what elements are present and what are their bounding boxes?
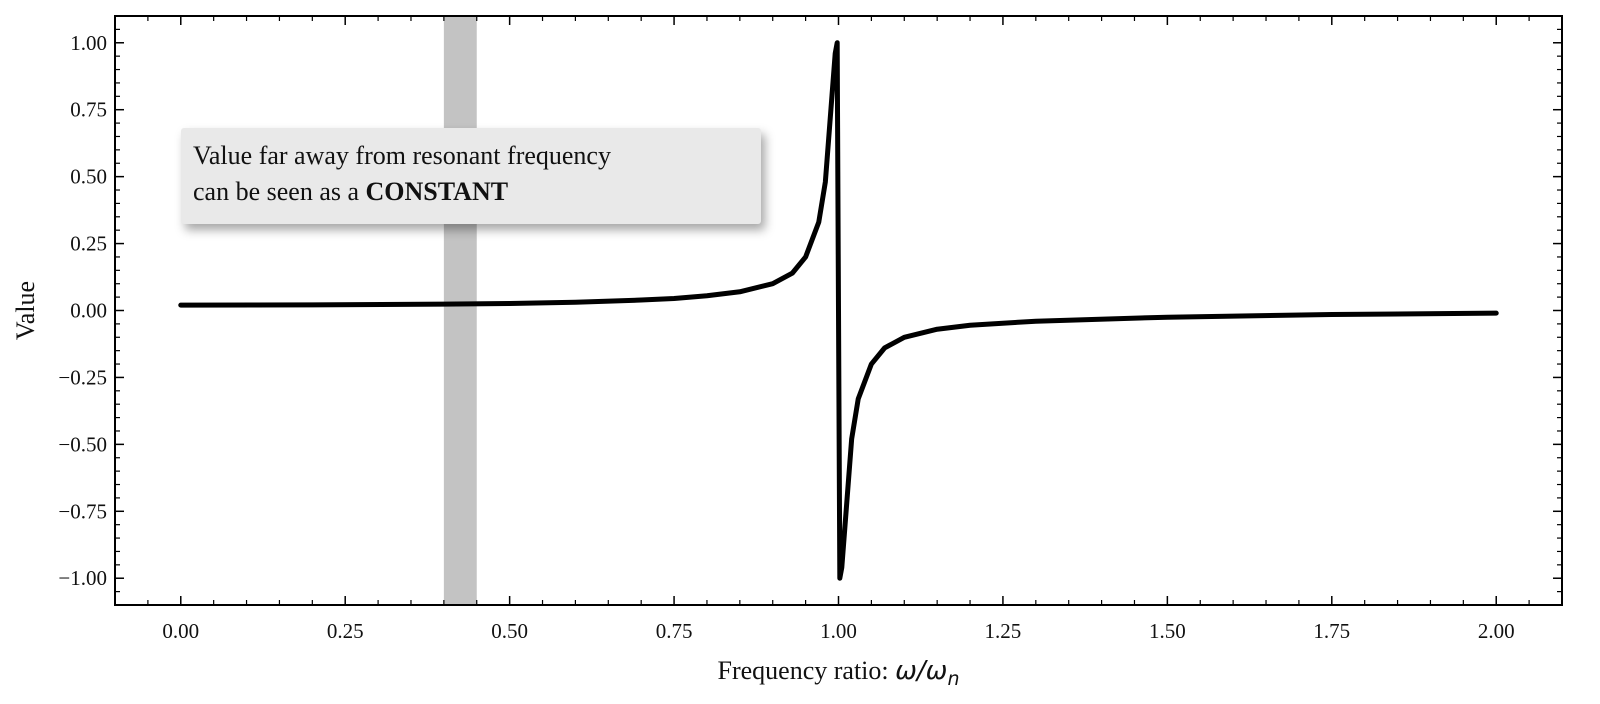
tick-layer: 0.00 0.25 0.50 0.75 1.00 1.25 1.50 1.75 2.00 −1.0… bbox=[58, 15, 1563, 643]
x-tick-label: 1.25 bbox=[985, 619, 1022, 643]
highlight-band-layer bbox=[443, 16, 477, 605]
highlight-band bbox=[443, 16, 477, 605]
x-axis-title: Frequency ratio: ω/ωn bbox=[718, 656, 960, 690]
y-tick-label: 0.00 bbox=[70, 299, 107, 323]
annotation-line-2-text: can be seen as a bbox=[193, 177, 366, 206]
x-axis-title-text: Frequency ratio: bbox=[718, 656, 896, 685]
annotation-line-1: Value far away from resonant frequency bbox=[193, 141, 611, 170]
y-tick-label: 1.00 bbox=[70, 31, 107, 55]
x-tick-label: 0.75 bbox=[656, 619, 693, 643]
x-tick-label: 2.00 bbox=[1478, 619, 1515, 643]
annotation-line-2: can be seen as a CONSTANT bbox=[193, 174, 749, 210]
series-line-0 bbox=[178, 40, 1499, 581]
x-tick-label: 0.25 bbox=[327, 619, 364, 643]
y-tick-label: −0.75 bbox=[58, 499, 107, 523]
x-tick-label: 0.00 bbox=[162, 619, 199, 643]
x-tick-label: 0.50 bbox=[491, 619, 528, 643]
x-tick-label: 1.00 bbox=[820, 619, 857, 643]
y-tick-label: −0.50 bbox=[58, 432, 107, 456]
annotation-box: Value far away from resonant frequency c… bbox=[181, 128, 761, 224]
y-tick-label: 0.25 bbox=[70, 232, 107, 256]
y-tick-label: 0.50 bbox=[70, 165, 107, 189]
annotation-emphasis: CONSTANT bbox=[365, 177, 509, 206]
x-tick-label: 1.75 bbox=[1313, 619, 1350, 643]
y-tick-label: 0.75 bbox=[70, 98, 107, 122]
y-axis-title: Value bbox=[11, 281, 40, 340]
x-axis-title-subscript: n bbox=[947, 668, 959, 690]
series-layer bbox=[178, 40, 1499, 581]
x-axis-title-math: ω/ω bbox=[895, 656, 947, 686]
y-tick-label: −1.00 bbox=[58, 566, 107, 590]
y-tick-label: −0.25 bbox=[58, 365, 107, 389]
x-tick-label: 1.50 bbox=[1149, 619, 1186, 643]
